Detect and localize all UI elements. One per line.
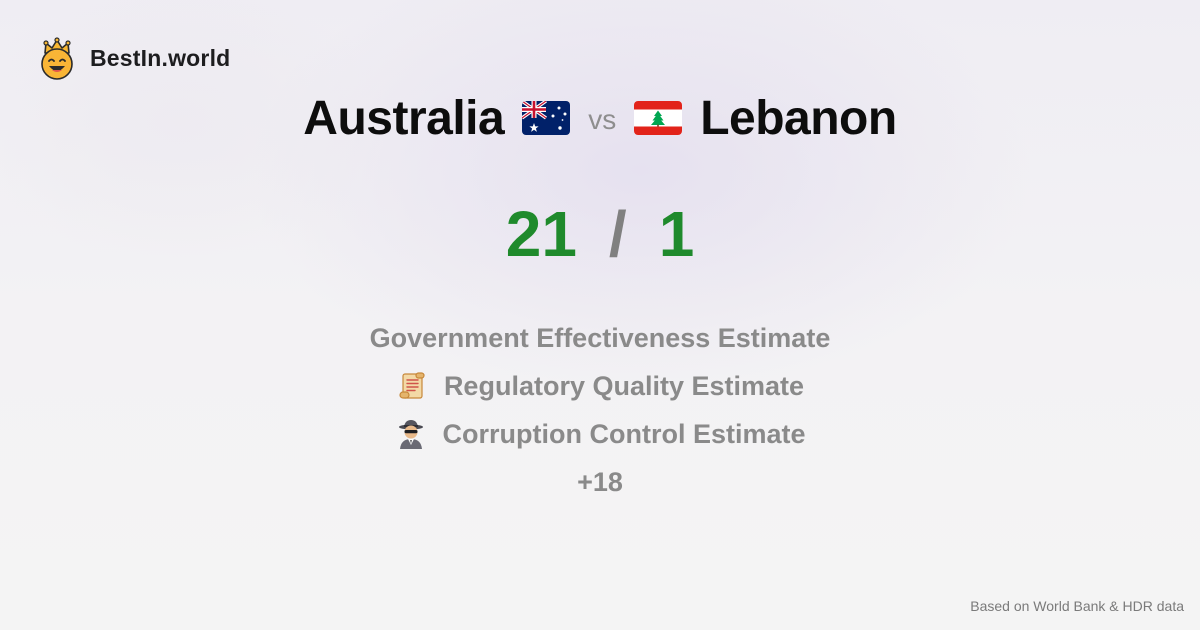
metrics-list: Government Effectiveness Estimate Regula… — [0, 314, 1200, 506]
score-country-a: 21 — [505, 198, 577, 270]
scroll-icon — [399, 372, 425, 399]
more-metrics-count[interactable]: +18 — [577, 466, 623, 497]
detective-icon — [398, 420, 423, 449]
brand-name: BestIn.world — [90, 44, 231, 71]
country-b-name: Lebanon — [700, 91, 897, 145]
country-a-name: Australia — [303, 91, 505, 145]
data-source-note: Based on World Bank & HDR data — [970, 598, 1184, 614]
metric-corruption-control: Corruption Control Estimate — [395, 410, 806, 458]
metric-label: Corruption Control Estimate — [442, 418, 806, 449]
score-display: 21 / 1 — [0, 196, 1200, 272]
score-country-b: 1 — [658, 198, 695, 270]
metric-regulatory-quality: Regulatory Quality Estimate — [396, 362, 804, 410]
vs-label: vs — [588, 104, 617, 135]
lebanon-flag-icon — [634, 101, 683, 135]
metric-label: Government Effectiveness Estimate — [369, 322, 831, 353]
australia-flag-icon — [522, 101, 571, 135]
score-separator: / — [608, 198, 627, 270]
brand[interactable]: BestIn.world — [38, 36, 230, 80]
metric-government-effectiveness: Government Effectiveness Estimate — [370, 314, 831, 362]
comparison-title: Australia vs Lebanon — [0, 88, 1200, 148]
crown-smiley-icon — [41, 37, 73, 80]
metric-label: Regulatory Quality Estimate — [443, 370, 805, 401]
